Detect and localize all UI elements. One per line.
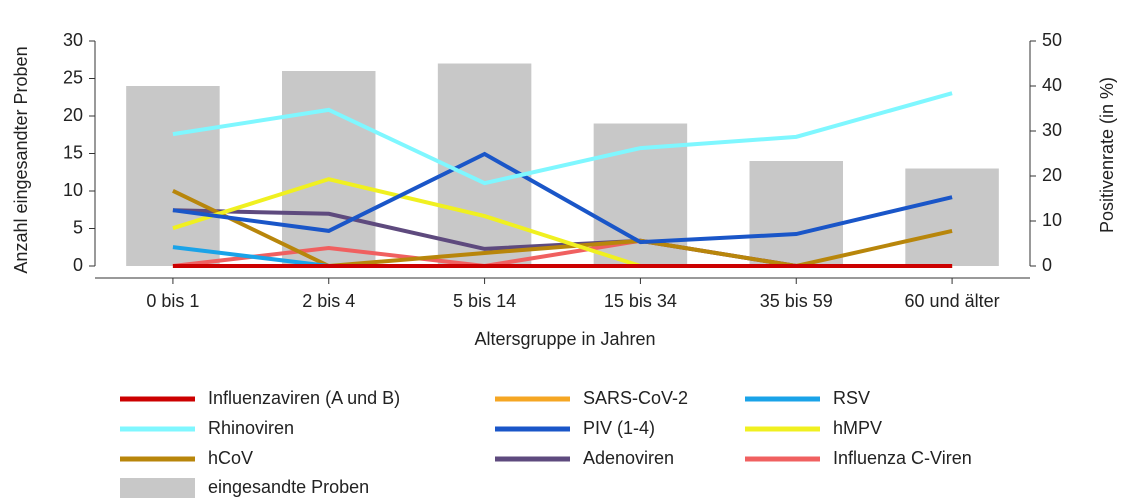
y-axis-title: Anzahl eingesandter Proben xyxy=(11,46,31,273)
line xyxy=(172,189,953,269)
legend-label: hCoV xyxy=(208,448,253,468)
legend-label: Influenzaviren (A und B) xyxy=(208,388,400,408)
x-axis-title: Altersgruppe in Jahren xyxy=(474,329,655,349)
y2-tick-label: 10 xyxy=(1042,210,1062,230)
y2-tick-label: 50 xyxy=(1042,30,1062,50)
x-tick-label: 60 und älter xyxy=(905,291,1000,311)
y-tick-label: 10 xyxy=(63,180,83,200)
legend-swatch xyxy=(120,478,195,498)
y-tick-label: 15 xyxy=(63,142,83,162)
y-tick-label: 5 xyxy=(73,217,83,237)
legend-label: Rhinoviren xyxy=(208,418,294,438)
legend-label: PIV (1-4) xyxy=(583,418,655,438)
bar xyxy=(905,168,999,266)
y-tick-label: 25 xyxy=(63,67,83,87)
legend-label: Adenoviren xyxy=(583,448,674,468)
bar xyxy=(437,63,532,266)
x-tick-label: 5 bis 14 xyxy=(453,291,516,311)
y-tick-label: 20 xyxy=(63,105,83,125)
legend-label: RSV xyxy=(833,388,870,408)
x-tick-label: 0 bis 1 xyxy=(146,291,199,311)
y2-tick-label: 40 xyxy=(1042,75,1062,95)
legend-label: hMPV xyxy=(833,418,882,438)
legend-label: Influenza C-Viren xyxy=(833,448,972,468)
legend-label: SARS-CoV-2 xyxy=(583,388,688,408)
x-tick-label: 35 bis 59 xyxy=(760,291,833,311)
bar xyxy=(126,86,220,266)
y2-axis-title: Positivenrate (in %) xyxy=(1097,77,1117,233)
y2-tick-label: 0 xyxy=(1042,255,1052,275)
line xyxy=(172,91,953,186)
bar xyxy=(749,161,843,266)
line xyxy=(172,151,953,245)
x-tick-label: 2 bis 4 xyxy=(302,291,355,311)
y2-tick-label: 20 xyxy=(1042,165,1062,185)
y-tick-label: 0 xyxy=(73,255,83,275)
y-tick-label: 30 xyxy=(63,30,83,50)
bar xyxy=(282,71,376,266)
y2-tick-label: 30 xyxy=(1042,120,1062,140)
legend-label: eingesandte Proben xyxy=(208,477,369,497)
x-tick-label: 15 bis 34 xyxy=(604,291,677,311)
